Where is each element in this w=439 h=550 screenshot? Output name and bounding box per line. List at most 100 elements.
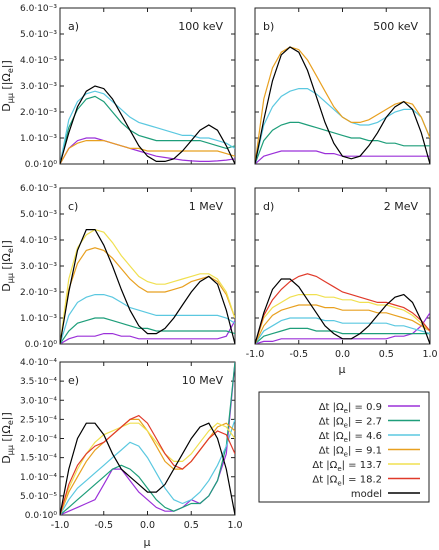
series-line (60, 320, 235, 344)
series-line (60, 228, 235, 344)
y-tick-label: 1.0·10⁻³ (20, 314, 57, 324)
y-axis-title-main: D (0, 283, 13, 291)
energy-label: 10 MeV (182, 374, 224, 387)
plot-frame (59, 187, 236, 345)
x-axis-labels: μμ (144, 363, 346, 549)
series-group (60, 362, 235, 515)
legend-box (258, 391, 430, 503)
x-axis-title: μ (339, 363, 346, 376)
series-line (60, 422, 235, 515)
legend-prefix: Δt |Ω (312, 475, 337, 486)
x-tick-label: -0.5 (94, 520, 113, 531)
series-line (255, 327, 430, 344)
series-line (60, 362, 235, 515)
x-tick-label: 0.0 (335, 349, 350, 360)
series-group (60, 85, 235, 164)
legend-prefix: Δt |Ω (319, 402, 344, 413)
panel-c: 0.0·10⁰ 1.0·10⁻³ 2.0·10⁻³ 3.0·10⁻³ 4.0·10⁻³ 5… (20, 184, 236, 350)
legend-entry-label: Δt |Ωe| = 13.7 (312, 460, 382, 473)
y-tick-label: 6.0·10⁻³ (20, 184, 57, 194)
series-line (60, 95, 235, 164)
y-tick-label: 1.0·10⁻³ (20, 134, 57, 144)
legend-subscript: e (344, 436, 348, 444)
y-tick-label: 0.0·10⁰ (25, 160, 58, 170)
y-tick-label: 3.0·10⁻³ (20, 262, 57, 272)
y-tick-label: 4.0·10⁻⁴ (20, 358, 57, 368)
y-axis-title-rest: [|Ω (0, 73, 13, 93)
legend-subscript: e (337, 480, 341, 488)
x-axis-title: μ (144, 536, 151, 549)
y-axis-title-main: D (0, 455, 13, 463)
series-line (60, 247, 235, 344)
plot-frame (254, 7, 431, 165)
legend-suffix: | = 13.7 (342, 460, 382, 471)
panel-e: 0.0·10⁰ 5.0·10⁻⁵ 1.0·10⁻⁴ 1.5·10⁻⁴ 2.0·10⁻⁴ 2… (20, 358, 243, 531)
y-axis-title: Dμμ [|Ωe|] (0, 240, 15, 292)
legend-entry-label: Δt |Ωe| = 9.1 (319, 446, 382, 459)
series-group (255, 273, 430, 344)
legend-suffix: | = 2.7 (348, 417, 382, 428)
legend-subscript: e (337, 465, 341, 473)
y-axis-title: Dμμ [|Ωe|] (0, 60, 15, 112)
legend-suffix: | = 18.2 (342, 475, 382, 486)
y-tick-label: 2.5·10⁻⁴ (20, 415, 57, 425)
energy-label: 500 keV (373, 20, 418, 33)
panel-b: b) 500 keV (254, 7, 431, 165)
series-line (60, 317, 235, 344)
panel-label: c) (68, 200, 78, 213)
series-line (255, 121, 430, 164)
legend-suffix: | = 0.9 (348, 402, 382, 413)
series-line-model (60, 422, 235, 515)
x-tick-label: -1.0 (51, 520, 70, 531)
x-tick-label: 1.0 (227, 520, 242, 531)
legend-entry-label: Δt |Ωe| = 2.7 (319, 417, 382, 430)
series-line (60, 140, 235, 164)
y-tick-label: 2.0·10⁻⁴ (20, 435, 57, 445)
y-tick-label: 0.0·10⁰ (25, 340, 58, 350)
panel-label: a) (68, 20, 79, 33)
y-tick-label: 3.0·10⁻³ (20, 82, 57, 92)
y-axis-title-rest: [|Ω (0, 425, 13, 445)
x-tick-label: 0.0 (140, 520, 155, 531)
legend-prefix: Δt |Ω (312, 460, 337, 471)
legend-prefix: Δt |Ω (319, 417, 344, 428)
x-tick-label: -1.0 (246, 349, 265, 360)
y-tick-label: 3.0·10⁻⁴ (20, 396, 57, 406)
legend-entry-label: Δt |Ωe| = 0.9 (319, 402, 382, 415)
y-tick-label: 5.0·10⁻³ (20, 210, 57, 220)
x-tick-label: -0.5 (289, 349, 308, 360)
y-tick-label: 4.0·10⁻³ (20, 236, 57, 246)
panel-label: e) (68, 374, 79, 387)
y-axis-title-sub: μμ (6, 93, 15, 103)
legend-subscript: e (344, 451, 348, 459)
y-tick-label: 3.5·10⁻⁴ (20, 377, 57, 387)
x-tick-label: 0.5 (379, 349, 394, 360)
y-axis-labels: Dμμ [|Ωe|]Dμμ [|Ωe|]Dμμ [|Ωe|] (0, 60, 15, 464)
legend-suffix: | = 4.6 (348, 431, 382, 442)
y-axis-title-end: |] (0, 240, 13, 248)
series-group (60, 228, 235, 344)
y-tick-label: 6.0·10⁻³ (20, 4, 57, 14)
y-tick-label: 2.0·10⁻³ (20, 108, 57, 118)
y-axis-title-sub2: e (6, 248, 15, 253)
y-axis-title-sub2: e (6, 420, 15, 425)
plot-frame (254, 187, 431, 345)
y-axis-title-sub: μμ (6, 445, 15, 455)
panels: 0.0·10⁰ 1.0·10⁻³ 2.0·10⁻³ 3.0·10⁻³ 4.0·10⁻³ 5… (20, 4, 438, 531)
panel-d: -1.0 -0.5 0.0 0.5 1.0 d) 2 MeV (246, 187, 438, 360)
legend-entry-label: Δt |Ωe| = 18.2 (312, 475, 382, 488)
series-line (60, 90, 235, 164)
series-line (60, 137, 235, 164)
series-line (255, 294, 430, 344)
x-tick-label: 0.5 (184, 520, 199, 531)
energy-label: 1 MeV (189, 200, 224, 213)
legend-subscript: e (344, 407, 348, 415)
series-line (255, 317, 430, 344)
series-line (255, 46, 430, 164)
series-group (255, 46, 430, 164)
series-line-model (255, 46, 430, 164)
series-line-model (255, 278, 430, 344)
series-line-model (60, 229, 235, 344)
y-axis-title-rest: [|Ω (0, 253, 13, 273)
